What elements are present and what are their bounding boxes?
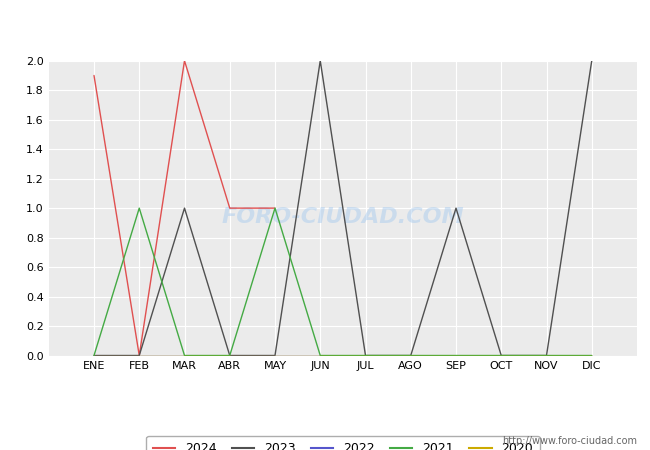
Text: Matriculaciones de Vehiculos en Turón: Matriculaciones de Vehiculos en Turón [166,16,484,34]
Legend: 2024, 2023, 2022, 2021, 2020: 2024, 2023, 2022, 2021, 2020 [146,436,540,450]
Text: http://www.foro-ciudad.com: http://www.foro-ciudad.com [502,436,637,446]
Text: FORO-CIUDAD.COM: FORO-CIUDAD.COM [222,207,464,227]
